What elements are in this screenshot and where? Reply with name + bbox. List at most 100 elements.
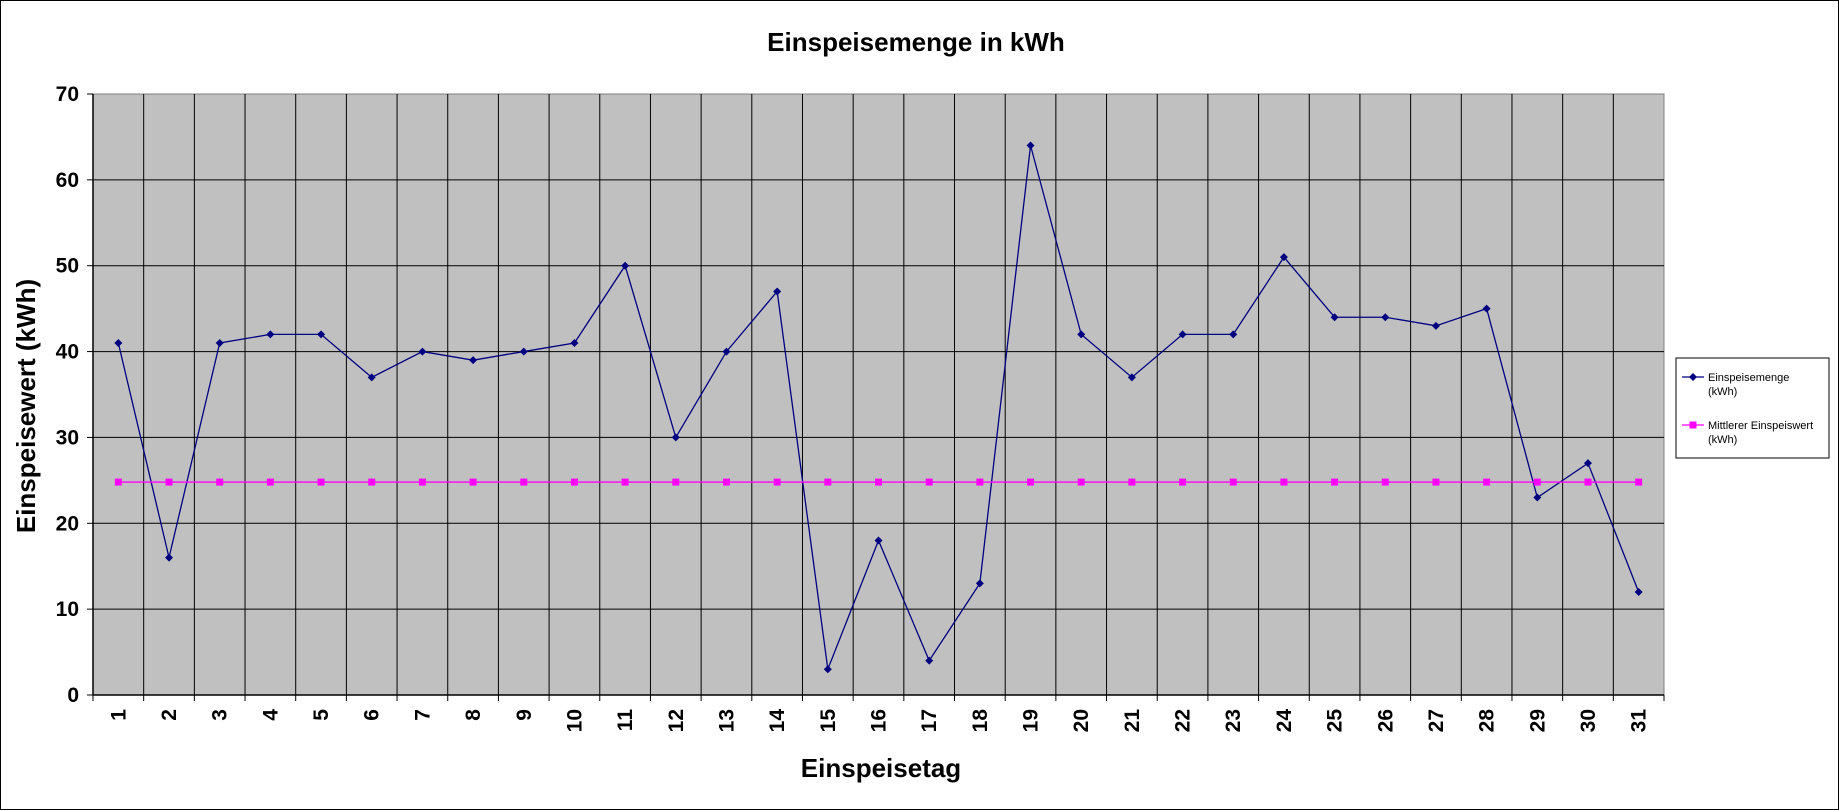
series-einspeisemenge-point [1381,313,1390,322]
series-mittlerer-point [976,478,984,486]
x-tick-label: 9 [513,709,536,721]
series-einspeisemenge-point [469,356,478,365]
legend-box [1675,357,1830,459]
x-tick-label: 29 [1526,709,1549,732]
series-mittlerer-point [1128,478,1136,486]
series-mittlerer-point [1432,478,1440,486]
x-tick-label: 6 [361,709,384,721]
series-einspeisemenge-point [671,433,680,442]
legend-label-einspeisemenge: Einspeisemenge [1708,372,1789,384]
series-mittlerer-point [925,478,933,486]
legend-label-mittlerer: Mittlerer Einspeiswert [1708,420,1813,432]
series-einspeisemenge-point [114,338,123,347]
series-einspeisemenge-point [773,287,782,296]
legend-label-einspeisemenge: (kWh) [1708,386,1737,398]
series-einspeisemenge-point [165,553,174,562]
series-mittlerer-point [1635,478,1643,486]
series-einspeisemenge-point [621,261,630,270]
series-mittlerer-point [1179,478,1187,486]
series-einspeisemenge-point [367,373,376,382]
y-tick-label: 40 [56,341,79,364]
series-mittlerer-point [1381,478,1389,486]
series-einspeisemenge-point [1026,141,1035,150]
series-einspeisemenge-point [317,330,326,339]
series-mittlerer-point [570,478,578,486]
y-tick-label: 0 [67,684,79,707]
series-mittlerer-point [621,478,629,486]
y-tick-label: 30 [56,426,79,449]
series-einspeisemenge-point [215,338,224,347]
x-tick-label: 21 [1121,709,1144,733]
x-tick-label: 26 [1374,709,1397,732]
x-tick-label: 11 [614,709,637,732]
y-axis-title: Einspeisewert (kWh) [11,279,41,533]
x-tick-label: 28 [1476,709,1499,733]
x-tick-label: 3 [209,709,232,721]
x-tick-label: 30 [1577,709,1600,732]
x-axis-title: Einspeisetag [801,753,961,783]
legend: Einspeisemenge (kWh) Mittlerer Einspeiswer… [1675,357,1830,459]
chart-title: Einspeisemenge in kWh [767,27,1065,57]
series-einspeisemenge-point [1330,313,1339,322]
series-einspeisemenge-point [1279,253,1288,262]
series-einspeisemenge-point [925,656,934,665]
series-einspeisemenge-point [823,665,832,674]
legend-label-mittlerer: (kWh) [1708,434,1737,446]
y-tick-label: 50 [56,255,79,278]
series-einspeisemenge-point [722,347,731,356]
series-mittlerer-point [165,478,173,486]
series-mittlerer-point [875,478,882,486]
x-tick-label: 18 [969,709,992,733]
x-tick-label: 8 [462,709,485,721]
x-tick-label: 17 [918,709,941,732]
x-tick-label: 4 [259,709,282,721]
y-tick-label: 60 [56,169,79,192]
series-einspeisemenge-point [1077,330,1086,339]
series-mittlerer-point [216,478,224,486]
series-mittlerer-point [672,478,680,486]
series-mittlerer-point [1584,478,1592,486]
series-mittlerer-point [1280,478,1288,486]
series-einspeisemenge-point [1127,373,1136,382]
series-mittlerer-point [1533,478,1541,486]
x-tick-label: 10 [563,709,586,732]
x-tick-label: 14 [766,709,789,733]
series-mittlerer-point [824,478,832,486]
x-tick-label: 27 [1425,709,1448,732]
series-einspeisemenge-point [1634,587,1643,596]
x-tick-label: 23 [1222,709,1245,732]
x-tick-label: 22 [1172,709,1195,732]
x-tick-label: 7 [411,709,434,721]
series-mittlerer-point [266,478,274,486]
x-tick-label: 5 [310,709,333,721]
y-tick-label: 10 [56,598,79,621]
series-einspeisemenge-point [1482,304,1491,313]
series-einspeisemenge-point [519,347,528,356]
series-einspeisemenge-point [1431,321,1440,330]
series-mittlerer-point [114,478,122,486]
series-einspeisemenge-point [874,536,883,545]
x-tick-label: 24 [1273,709,1296,733]
x-tick-label: 19 [1020,709,1043,732]
series-mittlerer-point [1483,478,1491,486]
legend-marker-einspeisemenge [1689,373,1697,381]
series-einspeisemenge-point [1583,459,1592,468]
series-mittlerer-point [1229,478,1237,486]
x-tick-label: 1 [107,709,130,721]
series-mittlerer-point [469,478,477,486]
series-mittlerer-point [368,478,376,486]
x-tick-label: 12 [665,709,688,732]
series-mittlerer-point [1331,478,1339,486]
x-tick-label: 2 [158,709,181,721]
series-einspeisemenge-point [1178,330,1187,339]
series-mittlerer-point [317,478,325,486]
x-tick-label: 31 [1628,709,1651,733]
plot-background [92,93,1665,696]
series-mittlerer-point [773,478,781,486]
series-mittlerer-point [1077,478,1085,486]
series-einspeisemenge-point [1533,493,1542,502]
series-einspeisemenge-point [570,338,579,347]
